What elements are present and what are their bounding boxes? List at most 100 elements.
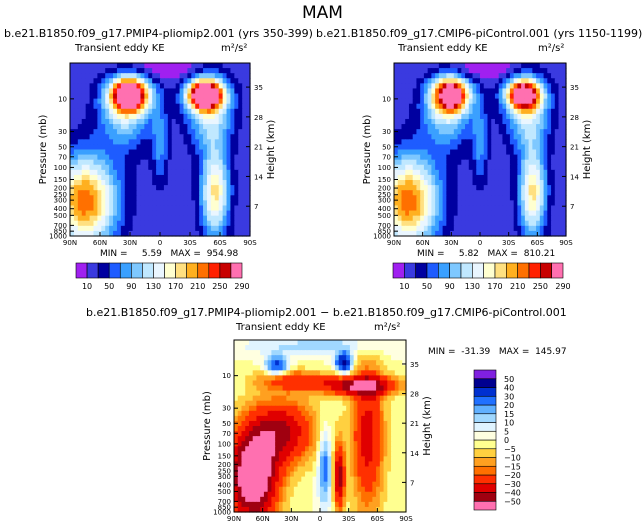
p1-cell <box>113 149 118 156</box>
p1-cell <box>203 174 208 181</box>
p3-cell <box>312 400 317 407</box>
p3-cell <box>305 355 310 361</box>
p2-cell <box>446 195 451 201</box>
p3-cell <box>267 501 272 508</box>
p1-cell <box>144 195 149 201</box>
p3-cell <box>327 365 332 371</box>
p1-cell <box>160 98 165 105</box>
p2-cell <box>483 190 489 196</box>
p3-cell <box>312 501 317 508</box>
p3-cell <box>290 415 295 422</box>
p1-cell <box>81 134 87 140</box>
p3-cell <box>241 410 246 417</box>
p2-cell <box>562 98 567 105</box>
p1-cell <box>101 210 106 217</box>
p3-cell <box>308 441 314 447</box>
p3-cell <box>323 385 329 392</box>
p3-cell <box>342 451 347 457</box>
p1-cell <box>132 190 138 196</box>
p3-cell <box>353 375 358 382</box>
p1-cell <box>175 205 181 212</box>
p3-cell <box>308 350 314 356</box>
p2-cell <box>547 174 552 181</box>
p1-cell <box>175 134 181 140</box>
p2-cell <box>536 220 541 227</box>
p1-cell <box>77 215 83 222</box>
p2-cell <box>420 149 425 156</box>
p2-cell <box>528 174 533 181</box>
p3-cell <box>305 446 310 452</box>
p3-cell <box>256 496 261 503</box>
p1-cell <box>191 220 196 227</box>
p3-cell <box>320 446 325 452</box>
p1-cell <box>230 68 235 74</box>
p1-cell <box>97 225 102 232</box>
p2-cell <box>442 174 447 181</box>
p1-cell <box>70 200 75 207</box>
p1-cell <box>187 200 192 207</box>
p2-cell <box>442 139 447 146</box>
p3-cell <box>323 420 329 427</box>
p3-cell <box>293 375 299 382</box>
p1-cell <box>124 220 130 227</box>
p1-cell <box>116 118 122 125</box>
p2-cell <box>401 164 406 171</box>
p2-cell <box>431 174 436 181</box>
p3-cell <box>346 355 351 361</box>
p1-cell <box>183 230 188 237</box>
p3-cell <box>387 461 392 468</box>
p1-cell <box>234 88 239 95</box>
p3-cell <box>357 486 362 493</box>
p2-cell <box>476 164 481 171</box>
p2-cell <box>513 154 518 161</box>
p1-cell <box>70 88 75 95</box>
p3-colorbar-label: −15 <box>504 462 521 471</box>
p1-cell <box>234 185 239 191</box>
p3-cell <box>334 476 340 483</box>
p1-cell <box>226 103 232 110</box>
p3-cell <box>275 380 280 387</box>
p3-cell <box>331 385 336 392</box>
p2-cell <box>408 200 414 207</box>
p2-cell <box>416 210 421 217</box>
p3-cell <box>402 375 407 382</box>
p1-cell <box>238 68 243 74</box>
p2-cell <box>435 73 440 79</box>
p2-cell <box>487 220 492 227</box>
p2-cell <box>446 88 451 95</box>
p1-cell <box>246 164 251 171</box>
p2-cell <box>494 113 500 120</box>
p2-cell <box>476 205 481 212</box>
p1-cell <box>81 139 87 146</box>
p2-cell <box>528 98 533 105</box>
p2-cell <box>461 88 466 95</box>
p2-cell <box>438 108 444 115</box>
p3-cell <box>379 466 385 473</box>
p3-cell <box>334 436 340 442</box>
p1-cell <box>167 215 173 222</box>
p1-cell <box>148 149 153 156</box>
p3-cell <box>379 441 385 447</box>
p3-cell <box>293 446 299 452</box>
p2-cell <box>480 225 485 232</box>
p3-cell <box>334 496 340 503</box>
p2-cell <box>547 78 552 84</box>
p2-cell <box>562 108 567 115</box>
p3-cell <box>334 395 340 402</box>
p1-cell <box>148 108 153 115</box>
p2-cell <box>483 149 489 156</box>
p2-cell <box>491 230 496 237</box>
p2-cell <box>483 83 489 90</box>
p2-cell <box>536 180 541 186</box>
p3-cell <box>342 375 347 382</box>
p1-cell <box>136 220 142 227</box>
p2-cell <box>551 174 556 181</box>
p1-cell <box>77 113 83 120</box>
p2-xtick-label: 30S <box>502 239 516 247</box>
p1-cell <box>105 210 110 217</box>
p2-cell <box>438 200 444 207</box>
p2-cell <box>450 195 455 201</box>
p1-cell <box>136 149 142 156</box>
p2-cell <box>405 78 410 84</box>
p1-cell <box>199 144 204 151</box>
